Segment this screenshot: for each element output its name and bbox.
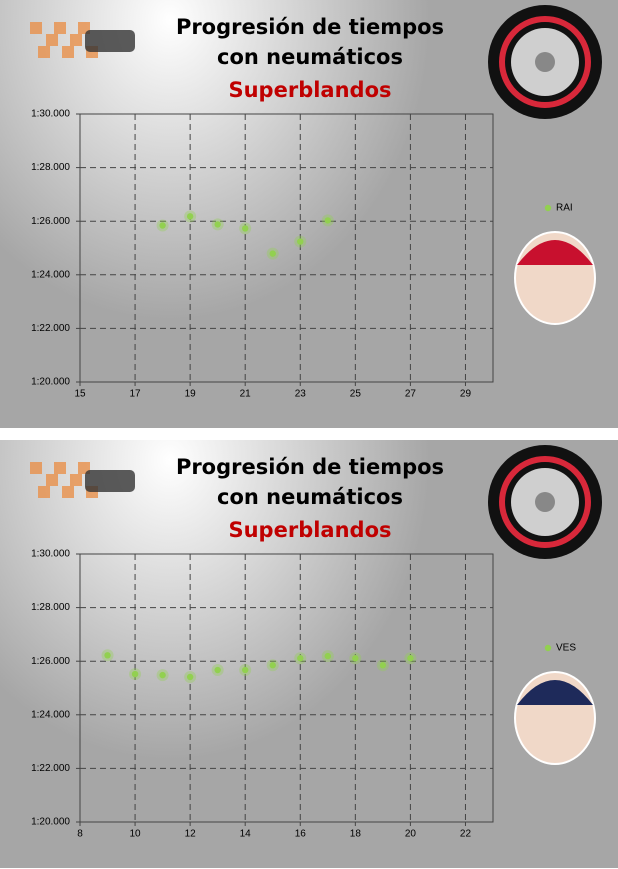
y-tick-label: 1:28.000 — [31, 602, 70, 613]
point — [104, 652, 111, 659]
logo-check — [62, 46, 74, 58]
driver-cap — [517, 240, 593, 265]
logo-check — [62, 486, 74, 498]
legend-marker — [544, 644, 552, 652]
chart-subtitle: Superblandos — [228, 518, 392, 542]
x-tick-label: 20 — [405, 829, 417, 840]
logo-check — [54, 22, 66, 34]
logo-check — [54, 462, 66, 474]
x-tick-label: 14 — [240, 829, 252, 840]
logo-check — [70, 474, 82, 486]
point — [159, 222, 166, 229]
point — [324, 217, 331, 224]
x-tick-label: 10 — [130, 829, 142, 840]
point — [297, 655, 304, 662]
legend-label: RAI — [556, 203, 573, 214]
legend-label: VES — [556, 643, 576, 654]
point — [214, 221, 221, 228]
chart-panel: 1:20.000 1:22.000 1:24.000 1:26.000 1:28.000… — [0, 440, 618, 868]
x-tick-label: 27 — [405, 389, 417, 400]
point — [297, 238, 304, 245]
plot-area — [79, 553, 494, 823]
y-tick-label: 1:28.000 — [31, 162, 70, 173]
x-tick-label: 22 — [460, 829, 472, 840]
logo-check — [46, 34, 58, 46]
point — [269, 250, 276, 257]
x-tick-label: 19 — [185, 389, 197, 400]
x-tick-label: 17 — [130, 389, 142, 400]
y-tick-label: 1:26.000 — [31, 216, 70, 227]
plot-area — [79, 113, 494, 383]
x-tick-label: 12 — [185, 829, 197, 840]
y-tick-label: 1:26.000 — [31, 656, 70, 667]
hub — [535, 52, 555, 72]
chart-title: Progresión de tiempos con neumáticos — [175, 15, 445, 69]
y-tick-label: 1:30.000 — [31, 109, 70, 120]
x-tick-label: 21 — [240, 389, 252, 400]
chart: 1:20.000 1:22.000 1:24.000 1:26.000 1:28.000… — [30, 5, 602, 400]
driver-cap — [517, 680, 593, 705]
tire-band — [499, 16, 591, 108]
point — [379, 662, 387, 669]
tire-band — [499, 456, 591, 548]
point — [324, 652, 331, 660]
y-tick-label: 1:22.000 — [31, 323, 70, 334]
chart: 1:20.000 1:22.000 1:24.000 1:26.000 1:28.000… — [30, 445, 602, 840]
logo-car — [85, 30, 135, 52]
logo-check — [46, 474, 58, 486]
x-tick-label: 16 — [295, 829, 307, 840]
logo-check — [70, 34, 82, 46]
y-tick-label: 1:20.000 — [31, 817, 70, 828]
x-tick-label: 23 — [295, 389, 307, 400]
point — [407, 655, 414, 662]
point — [269, 662, 276, 669]
x-tick-label: 8 — [77, 829, 83, 840]
y-tick-label: 1:24.000 — [31, 709, 70, 720]
chart-subtitle: Superblandos — [228, 78, 392, 102]
x-tick-label: 25 — [350, 389, 362, 400]
x-tick-label: 15 — [74, 389, 86, 400]
logo-car — [85, 470, 135, 492]
hub — [535, 492, 555, 512]
x-tick-label: 29 — [460, 389, 472, 400]
logo-check — [38, 486, 50, 498]
y-tick-label: 1:24.000 — [31, 269, 70, 280]
logo-check — [30, 462, 42, 474]
x-tick-label: 18 — [350, 829, 362, 840]
point — [186, 213, 194, 220]
legend-marker — [544, 204, 552, 212]
logo-check — [38, 46, 50, 58]
point — [131, 670, 139, 678]
point — [242, 225, 249, 232]
logo-check — [30, 22, 42, 34]
point — [352, 655, 359, 662]
y-tick-label: 1:30.000 — [31, 549, 70, 560]
point — [186, 673, 194, 681]
chart-panel: 1:20.000 1:22.000 1:24.000 1:26.000 1:28.000… — [0, 0, 618, 428]
point — [214, 666, 221, 674]
chart-title: Progresión de tiempos con neumáticos — [175, 455, 445, 509]
y-tick-label: 1:22.000 — [31, 763, 70, 774]
y-tick-label: 1:20.000 — [31, 377, 70, 388]
point — [159, 671, 166, 679]
point — [242, 666, 249, 674]
